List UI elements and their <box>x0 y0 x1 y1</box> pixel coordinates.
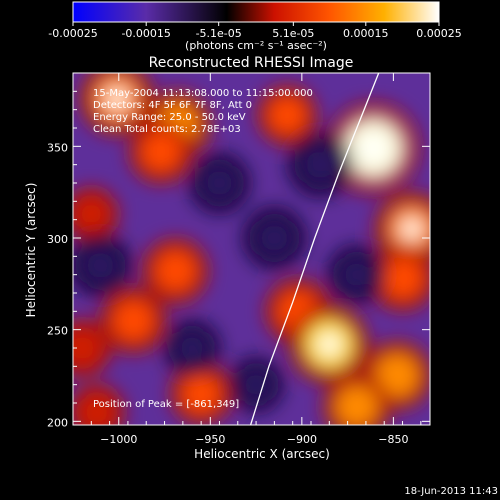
colorbar-tick-label: 0.00015 <box>343 27 389 40</box>
plot-frame <box>72 72 431 426</box>
chart-title: Reconstructed RHESSI Image <box>149 55 354 71</box>
x-tick-label: −1000 <box>100 433 137 446</box>
image-blob <box>79 394 115 425</box>
image-blob <box>200 164 239 202</box>
colorbar-tick-label: -0.00025 <box>48 27 97 40</box>
image-blob <box>73 329 101 367</box>
y-tick-label: 250 <box>47 325 68 338</box>
annotation-line: 15-May-2004 11:13:08.000 to 11:15:00.000 <box>93 88 313 99</box>
image-blob <box>112 299 155 342</box>
image-blob-core <box>400 218 423 240</box>
image-blob <box>174 330 210 366</box>
y-axis-label: Heliocentric Y (arcsec) <box>24 183 38 318</box>
image-blob <box>335 385 379 425</box>
y-tick-label: 350 <box>47 141 68 154</box>
image-blob-core <box>317 332 341 356</box>
colorbar <box>72 1 440 23</box>
solar-limb-line <box>249 73 380 425</box>
colorbar-tick-label: -0.00015 <box>121 27 170 40</box>
image-blob <box>338 256 376 293</box>
x-axis-ticks: −1000 −950 −900 −850 <box>72 73 422 446</box>
annotation-line: Clean Total counts: 2.78E+03 <box>93 124 241 135</box>
image-blob <box>181 374 221 414</box>
y-axis-ticks: 200 250 300 350 <box>47 72 430 429</box>
colorbar-tick-label: 0.00025 <box>416 27 462 40</box>
colorbar-unit-label: (photons cm⁻² s⁻¹ asec⁻²) <box>185 39 327 52</box>
image-blob-core <box>359 134 387 162</box>
x-axis-label: Heliocentric X (arcsec) <box>194 447 330 461</box>
image-blob <box>140 131 181 172</box>
image-blob-core <box>106 87 128 110</box>
image-blob <box>300 144 341 185</box>
colorbar-ticks: -0.00025 -0.00015 -5.1e-05 5.1e-05 0.00015 0.… <box>48 22 462 40</box>
image-blob <box>154 250 197 292</box>
image-blob <box>268 96 307 135</box>
colorbar-tick-label: 5.1e-05 <box>272 27 314 40</box>
image-blob <box>254 218 294 258</box>
image-blob <box>74 197 109 232</box>
image-blob <box>381 257 424 300</box>
x-tick-label: −950 <box>195 433 225 446</box>
x-tick-label: −850 <box>378 433 408 446</box>
y-tick-label: 300 <box>47 233 68 246</box>
image-area <box>73 73 430 425</box>
annotations: 15-May-2004 11:13:08.000 to 11:15:00.000… <box>93 88 313 135</box>
image-blob <box>238 367 274 402</box>
y-tick-label: 200 <box>47 416 68 429</box>
peak-position-label: Position of Peak = [-861,349] <box>93 399 239 410</box>
annotation-line: Energy Range: 25.0 - 50.0 keV <box>93 112 246 123</box>
x-tick-label: −900 <box>287 433 317 446</box>
image-blob <box>80 246 120 285</box>
timestamp: 18-Jun-2013 11:43 <box>404 486 498 497</box>
colorbar-tick-label: -5.1e-05 <box>196 27 242 40</box>
image-blob <box>375 353 419 398</box>
annotation-line: Detectors: 4F 5F 6F 7F 8F, Att 0 <box>93 100 252 111</box>
